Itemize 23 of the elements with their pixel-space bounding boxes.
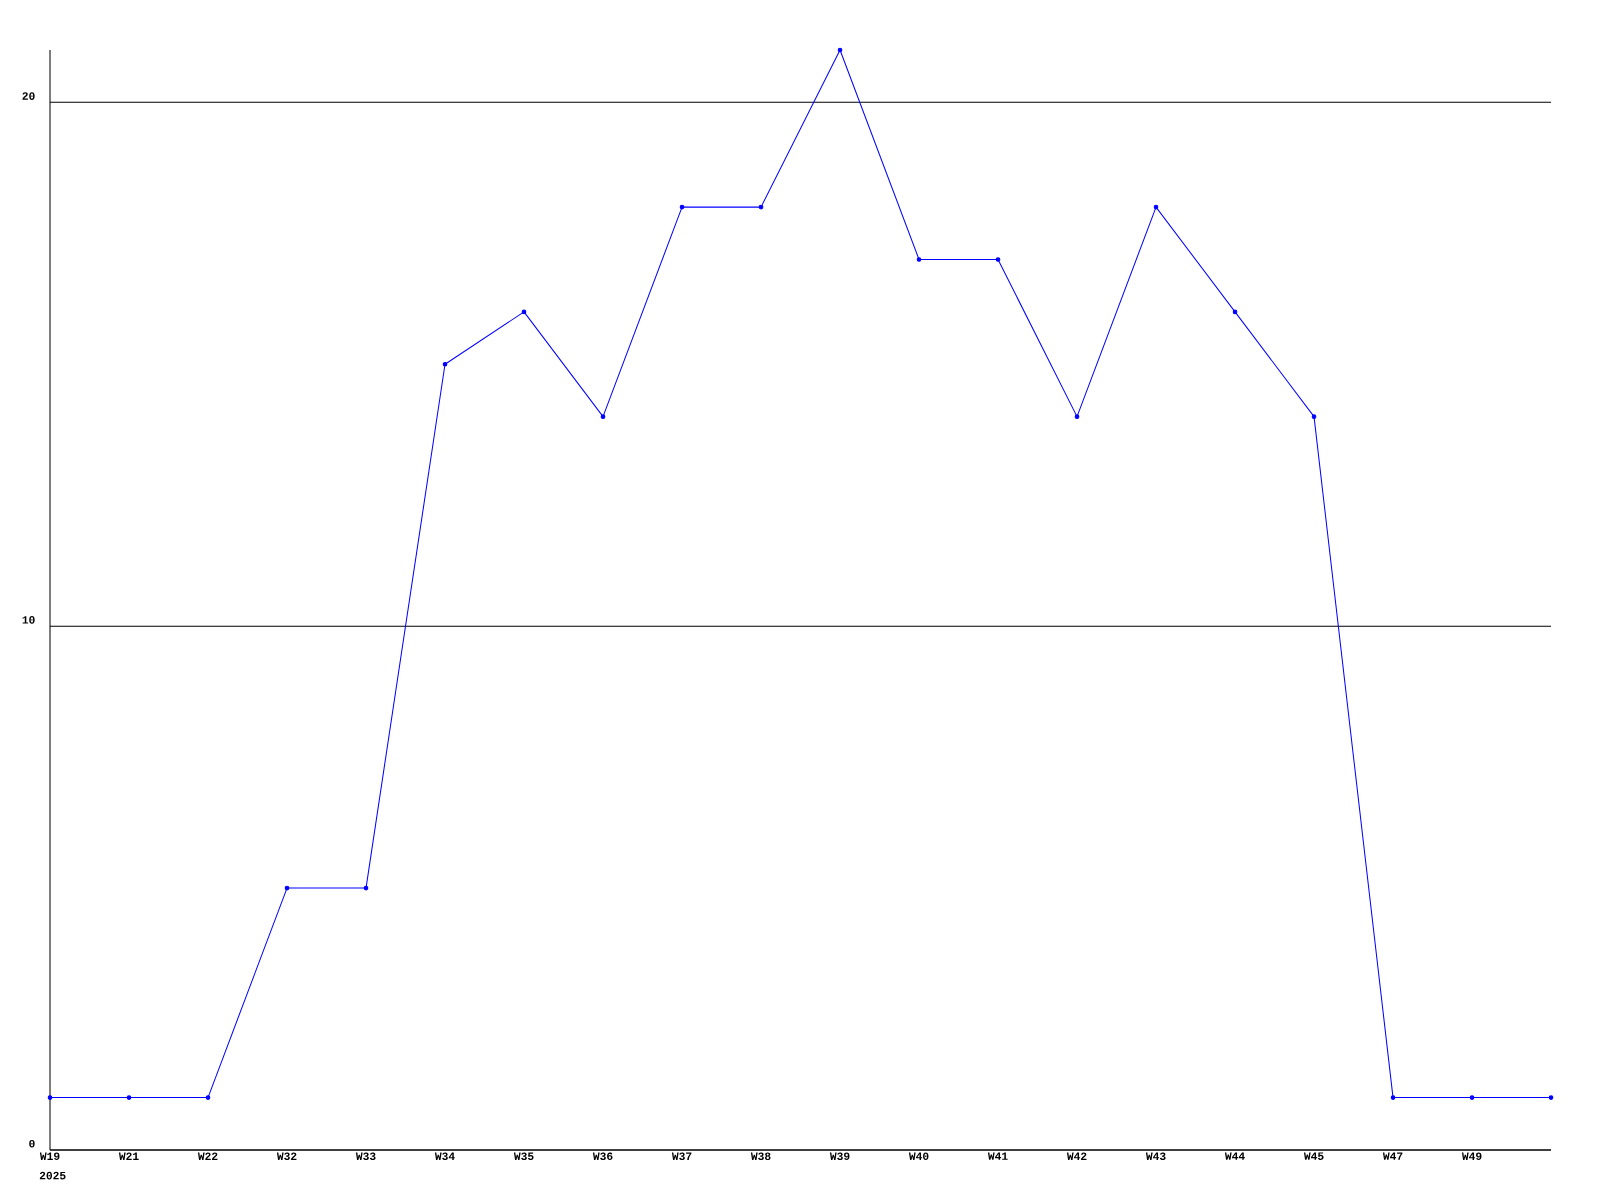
y-tick-label: 0: [29, 1139, 35, 1148]
x-tick-label: W43: [1145, 1152, 1166, 1161]
x-tick-label: W36: [592, 1152, 613, 1161]
text: 2025: [39, 1171, 66, 1180]
x-tick-label: W19: [39, 1152, 60, 1161]
x-tick-label: W38: [750, 1152, 771, 1161]
x-tick-label: W33: [355, 1152, 376, 1161]
x-tick-label: W42: [1066, 1152, 1087, 1160]
x-tick-label: W40: [908, 1152, 929, 1161]
x-tick-label: W37: [671, 1152, 692, 1161]
x-tick-label: W44: [1224, 1152, 1245, 1160]
x-tick-label: W22: [197, 1152, 218, 1160]
x-tick-label: W45: [1303, 1152, 1324, 1160]
x-tick-label: W35: [513, 1152, 534, 1161]
x-tick-label: W34: [434, 1152, 455, 1161]
x-tick-label: W32: [276, 1152, 297, 1161]
x-tick-label: W21: [118, 1152, 139, 1160]
y-tick-label: 10: [22, 616, 35, 624]
x-tick-label: W49: [1461, 1152, 1482, 1161]
y-tick-label: 20: [22, 92, 35, 100]
x-tick-label: W39: [829, 1152, 850, 1161]
x-tick-label: W41: [987, 1152, 1008, 1160]
x-tick-label: W47: [1382, 1152, 1403, 1160]
